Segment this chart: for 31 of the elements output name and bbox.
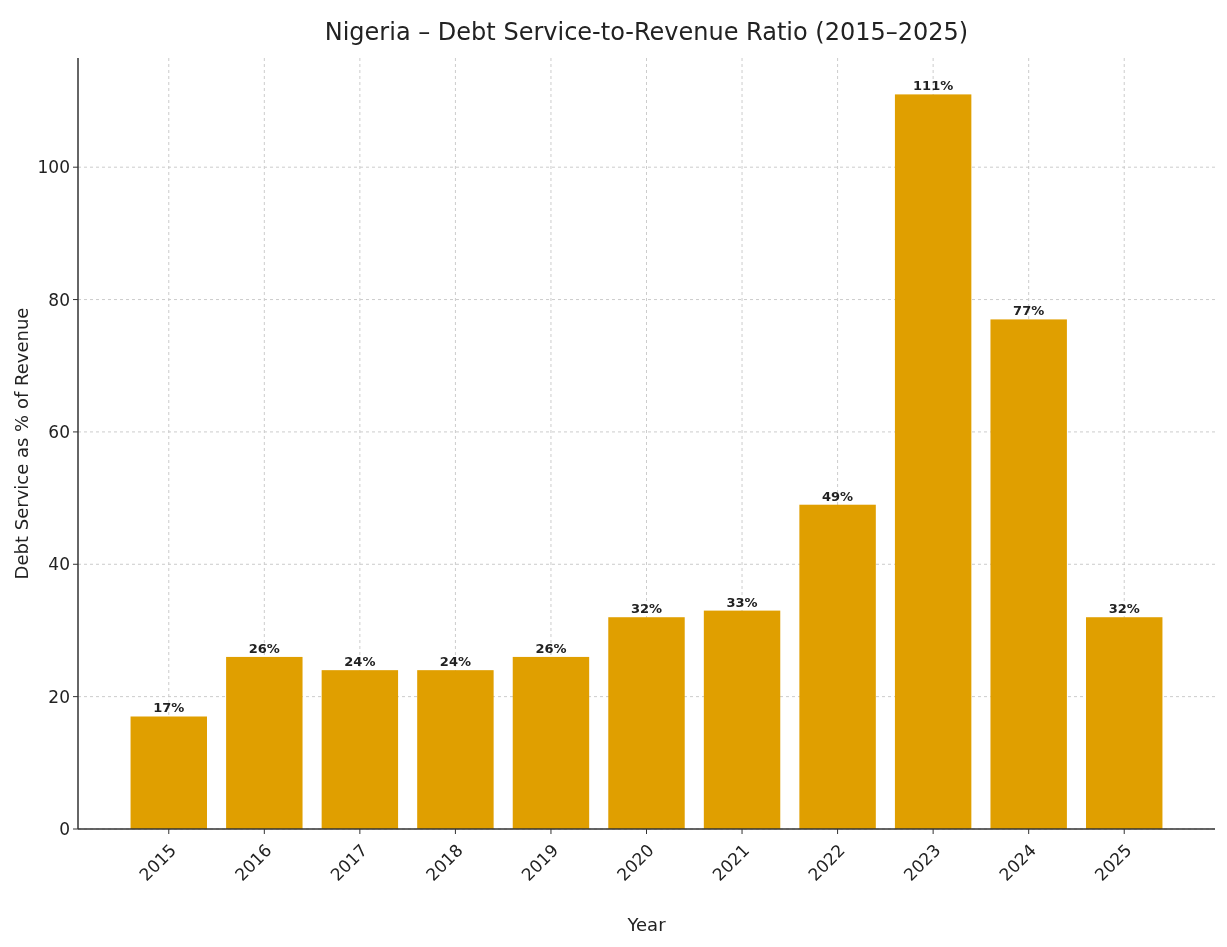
bar — [321, 670, 399, 829]
data-label: 24% — [344, 654, 376, 670]
bar — [130, 716, 207, 829]
bar — [608, 617, 685, 829]
bar — [703, 610, 781, 829]
data-label: 26% — [535, 640, 567, 656]
y-axis-title: Debt Service as % of Revenue — [11, 307, 32, 580]
y-tick-label: 80 — [48, 289, 70, 310]
chart-title: Nigeria – Debt Service-to-Revenue Ratio (2015–2025) — [324, 18, 969, 46]
x-axis-title: Year — [626, 914, 667, 935]
bar — [799, 504, 876, 829]
data-label: 111% — [913, 78, 954, 94]
data-label: 17% — [153, 700, 185, 716]
data-label: 77% — [1013, 303, 1045, 319]
data-label: 32% — [630, 601, 663, 617]
data-label: 24% — [439, 654, 471, 670]
bar — [990, 319, 1067, 829]
bar — [894, 94, 972, 829]
data-label: 49% — [822, 488, 854, 504]
data-label: 33% — [726, 594, 758, 610]
bar — [226, 656, 303, 829]
bar — [512, 656, 590, 829]
data-label: 32% — [1108, 601, 1140, 617]
bar — [1086, 617, 1163, 829]
bar — [417, 670, 494, 829]
y-tick-label: 40 — [48, 554, 70, 575]
y-tick-label: 100 — [37, 157, 70, 178]
data-label: 26% — [248, 640, 280, 656]
y-tick-label: 20 — [48, 686, 70, 707]
y-tick-label: 60 — [48, 421, 70, 442]
y-tick-label: 0 — [59, 818, 70, 839]
